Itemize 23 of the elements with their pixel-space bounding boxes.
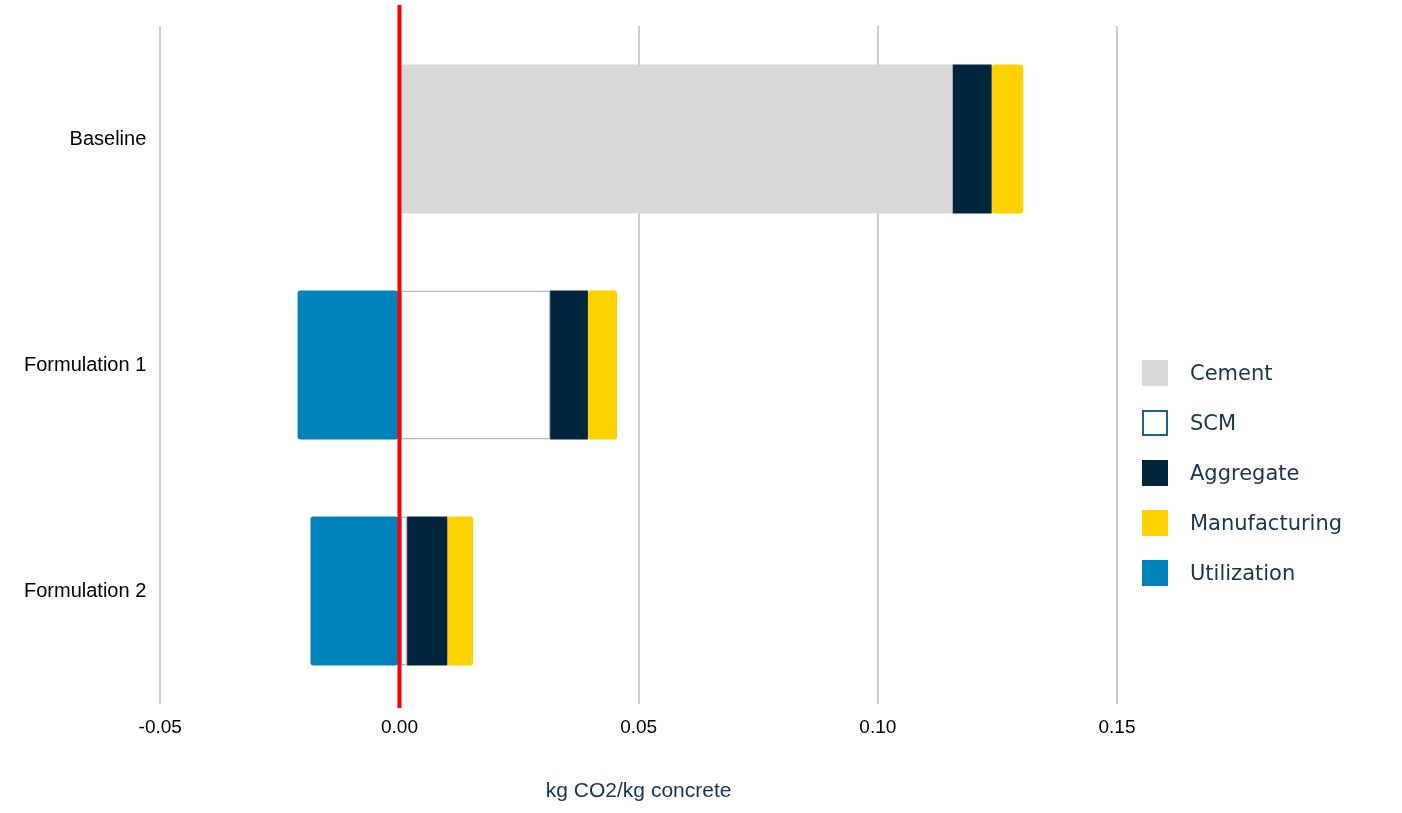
bar: [447, 516, 474, 666]
legend-label: Aggregate: [1190, 460, 1300, 486]
legend-label: Manufacturing: [1190, 510, 1343, 536]
x-axis-title: kg CO2/kg concrete: [545, 778, 732, 802]
x-tick-label: 0.10: [859, 715, 897, 737]
bar: [991, 64, 1024, 214]
y-tick-label: Formulation 1: [23, 352, 147, 375]
x-tick-label: 0.15: [1098, 715, 1136, 737]
legend-label: Utilization: [1190, 560, 1296, 586]
bar: [310, 516, 399, 666]
bar: [550, 290, 588, 440]
bar: [407, 516, 448, 666]
bar: [952, 64, 992, 214]
bar: [400, 64, 953, 214]
x-tick-label: -0.05: [138, 715, 182, 737]
legend-label: Cement: [1190, 360, 1273, 386]
x-tick-label: 0.05: [620, 715, 658, 737]
y-tick-label: Baseline: [69, 126, 147, 149]
bar: [297, 290, 399, 440]
x-tick-label: 0.00: [380, 715, 418, 737]
text: SCM: [1190, 410, 1237, 436]
y-tick-label: Formulation 2: [23, 578, 147, 601]
bar: [587, 290, 618, 440]
